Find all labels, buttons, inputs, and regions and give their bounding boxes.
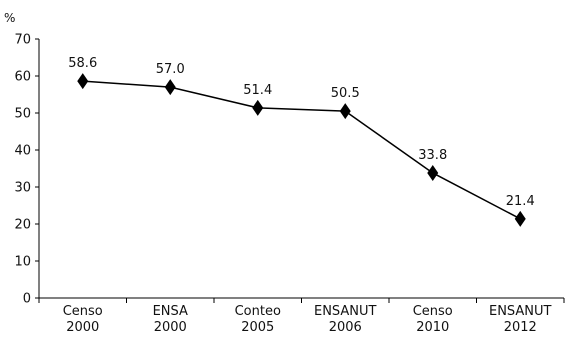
data-label: 33.8 [418, 148, 447, 163]
y-tick-label: 60 [14, 70, 31, 85]
y-tick-label: 30 [14, 181, 31, 196]
data-label: 57.0 [156, 62, 185, 77]
category-label: ENSANUT [489, 304, 552, 319]
category-label: 2000 [66, 320, 99, 335]
data-point-marker [427, 164, 439, 181]
y-axis-unit-label: % [4, 11, 15, 25]
y-tick-label: 40 [14, 144, 31, 159]
y-tick-label: 10 [14, 255, 31, 270]
data-label: 58.6 [68, 56, 97, 71]
data-label-group: 58.6 57.0 51.4 50.5 33.8 21.4 [68, 56, 534, 209]
category-label: Censo [63, 304, 103, 319]
y-tick-label: 70 [14, 33, 31, 48]
y-tick-label: 50 [14, 107, 31, 122]
series-line-group [82, 80, 521, 220]
category-label: Censo [413, 304, 453, 319]
marker-group [77, 73, 526, 227]
data-point-marker [77, 73, 89, 90]
data-point-marker [514, 210, 526, 227]
category-label-group: Censo2000ENSA2000Conteo2005ENSANUT2006Ce… [63, 304, 552, 335]
category-label: 2012 [504, 320, 537, 335]
category-label: Conteo [235, 304, 281, 319]
data-label: 51.4 [243, 83, 272, 98]
axes: 0 10 20 30 40 50 60 70 [14, 33, 565, 307]
category-label: 2006 [329, 320, 362, 335]
category-label: 2010 [416, 320, 449, 335]
category-label: ENSANUT [314, 304, 377, 319]
series-line [82, 80, 521, 220]
category-label: ENSA [153, 304, 188, 319]
y-tick-label: 0 [23, 292, 31, 307]
data-point-marker [164, 79, 176, 96]
category-label: 2005 [241, 320, 274, 335]
data-point-marker [252, 99, 264, 116]
data-label: 21.4 [506, 194, 535, 209]
category-label: 2000 [154, 320, 187, 335]
y-tick-label: 20 [14, 218, 31, 233]
data-label: 50.5 [331, 86, 360, 101]
data-point-marker [339, 103, 351, 120]
